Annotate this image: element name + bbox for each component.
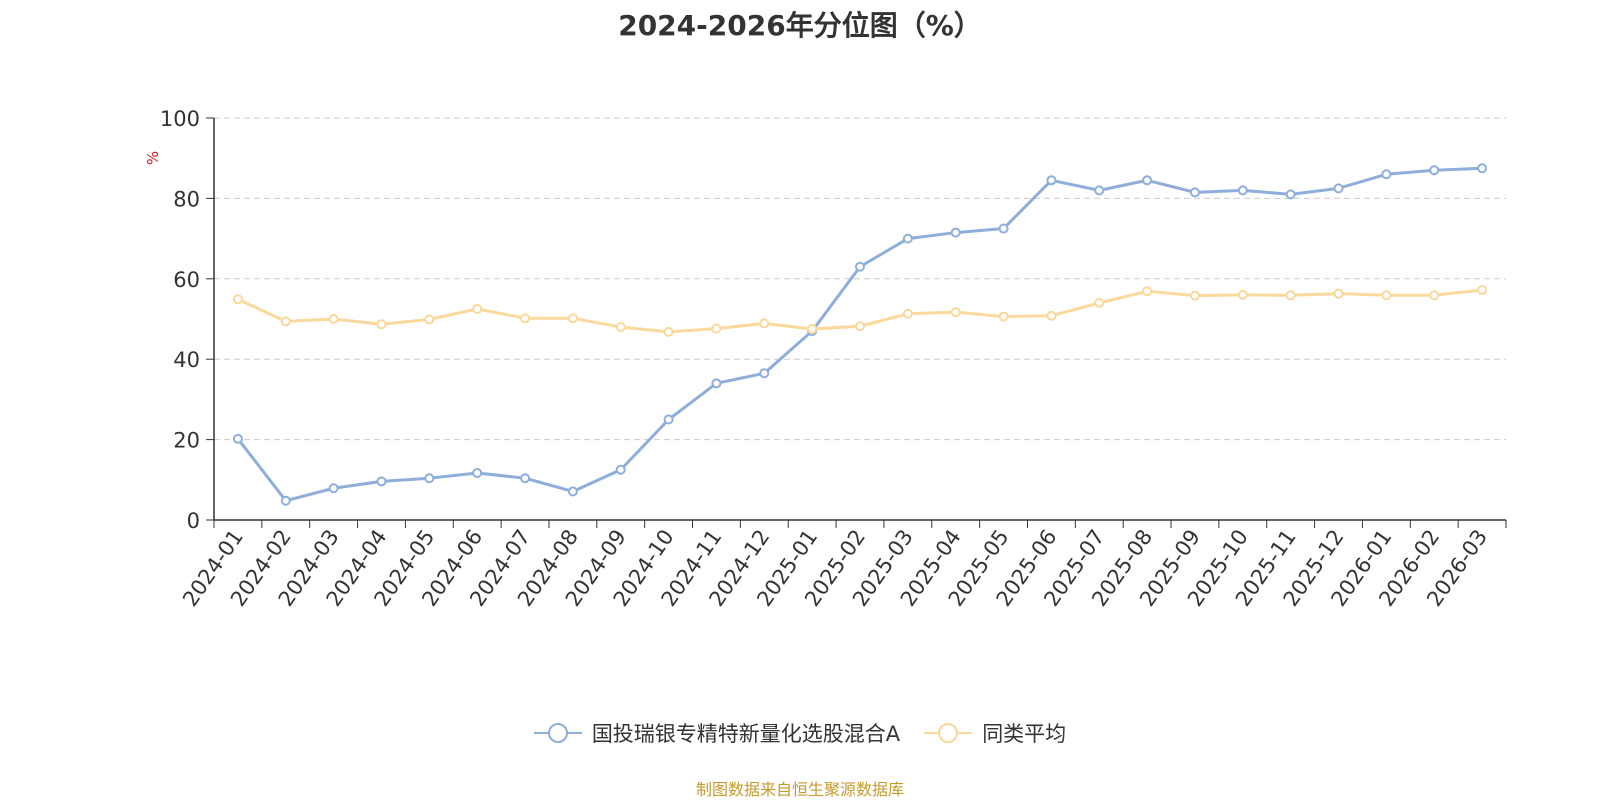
series-2-point [615, 322, 626, 333]
series-2-point [1381, 290, 1392, 301]
series-1-point [759, 368, 770, 379]
series-2-point [1477, 285, 1488, 296]
series-2-point [280, 316, 291, 327]
series-line-1 [236, 166, 1483, 503]
y-tick-label: 0 [187, 509, 200, 533]
series-1-point [615, 464, 626, 475]
series-1-point [1142, 175, 1153, 186]
series-2-point [1142, 286, 1153, 297]
line-chart: 020406080100%2024-012024-022024-032024-0… [144, 107, 1507, 611]
legend-label-series-2: 同类平均 [982, 722, 1067, 746]
series-1-point [424, 473, 435, 484]
legend-line-circle-icon [533, 723, 582, 743]
series-1-point [1237, 185, 1248, 196]
series-2-point [520, 313, 531, 324]
series-1-point [232, 433, 243, 444]
series-1-point [1429, 165, 1440, 176]
y-axis-label: % [144, 151, 162, 165]
series-1-point [1285, 189, 1296, 200]
series-1-point [1046, 175, 1057, 186]
series-lines [232, 163, 1488, 506]
legend-item-series-2[interactable]: 同类平均 [924, 718, 1066, 748]
series-1-point [663, 414, 674, 425]
series-2-point [1285, 290, 1296, 301]
series-2-point [998, 311, 1009, 322]
series-1-point [1333, 183, 1344, 194]
series-2-point [950, 307, 961, 318]
series-2-point [1429, 290, 1440, 301]
series-1-point [328, 483, 339, 494]
series-2-point [424, 314, 435, 325]
series-1-point [280, 495, 291, 506]
series-2-point [902, 308, 913, 319]
axes [206, 117, 1507, 528]
series-2-point [1094, 297, 1105, 308]
series-1-point [950, 227, 961, 238]
series-2-point [1237, 289, 1248, 300]
series-2-point [328, 314, 339, 324]
series-1-point [1381, 169, 1392, 180]
y-tick-label: 60 [173, 268, 200, 292]
series-2-point [567, 313, 578, 324]
series-1-point [520, 473, 531, 484]
grid-lines [214, 117, 1506, 441]
source-note: 制图数据来自恒生聚源数据库 [695, 780, 904, 799]
series-2-point [759, 318, 770, 329]
legend: 国投瑞银专精特新量化选股混合A 同类平均 [0, 718, 1600, 748]
series-1-point [1094, 185, 1105, 196]
y-tick-label: 100 [160, 107, 200, 131]
series-1-point [902, 233, 913, 244]
series-2-point [1189, 290, 1200, 301]
series-1-point [855, 261, 865, 272]
y-tick-label: 20 [173, 429, 200, 453]
legend-item-series-1[interactable]: 国投瑞银专精特新量化选股混合A [533, 718, 901, 748]
series-1-point [998, 223, 1009, 234]
series-2-point [232, 294, 243, 305]
series-2-point [472, 303, 483, 314]
series-1-point [567, 486, 578, 497]
y-tick-label: 80 [173, 187, 200, 211]
series-1-point [1189, 187, 1200, 198]
series-1-point [376, 476, 387, 487]
series-1-point [472, 467, 483, 478]
legend-line-circle-icon [924, 723, 973, 743]
chart-title: 2024-2026年分位图（%） [618, 9, 982, 42]
series-2-point [711, 323, 722, 334]
y-tick-label: 40 [173, 348, 200, 372]
series-2-point [1046, 310, 1057, 321]
series-1-point [711, 378, 722, 389]
series-2-point [376, 319, 387, 330]
series-2-point [663, 326, 674, 337]
series-2-point [807, 324, 818, 335]
legend-label-series-1: 国投瑞银专精特新量化选股混合A [591, 722, 901, 746]
series-1-point [1477, 163, 1488, 174]
series-2-point [855, 321, 865, 332]
series-2-point [1333, 288, 1344, 299]
